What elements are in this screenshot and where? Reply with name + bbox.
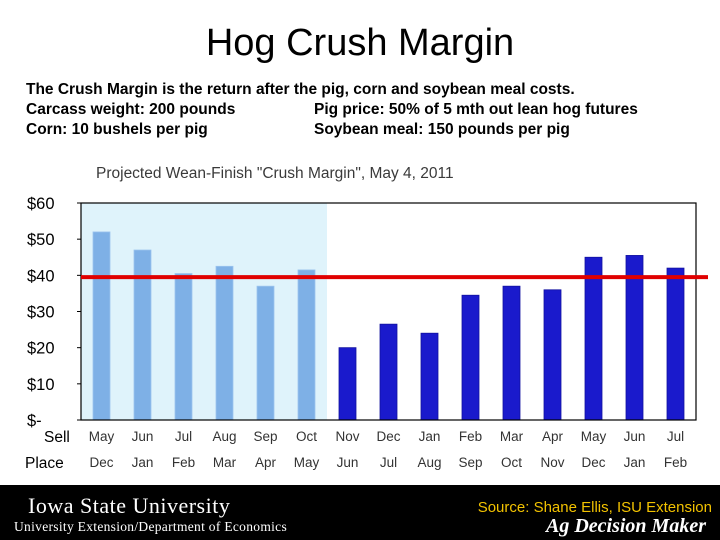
slide-description: The Crush Margin is the return after the… [26,80,716,140]
crush-margin-chart: Projected Wean-Finish "Crush Margin", Ma… [25,165,708,472]
y-tick-label-0: $- [27,412,42,430]
y-tick-label-2: $20 [27,340,55,358]
sell-row-label: Sell [44,429,70,446]
pig-price-text: Pig price: 50% of 5 mth out lean hog fut… [314,101,638,118]
bar-5 [297,269,316,421]
bar-10 [502,285,521,421]
bar-12 [584,256,603,421]
place-label-6: Jun [337,455,359,470]
bar-13 [625,255,644,421]
isu-wordmark: Iowa State University [28,493,231,518]
sell-label-11: Apr [542,429,564,444]
place-label-8: Aug [417,455,441,470]
sell-label-3: Aug [212,429,236,444]
bar-9 [461,294,480,421]
y-tick-label-1: $10 [27,376,55,394]
sell-label-0: May [89,429,115,444]
slide-title: Hog Crush Margin [205,22,515,64]
place-label-9: Sep [458,455,482,470]
bar-7 [379,323,398,421]
sell-label-2: Jul [175,429,192,444]
sell-label-13: Jun [624,429,646,444]
sell-label-5: Oct [296,429,317,444]
y-tick-label-3: $30 [27,304,55,322]
bar-6 [338,347,357,421]
department-text: University Extension/Department of Econo… [14,519,288,534]
place-label-11: Nov [540,455,564,470]
sell-label-9: Feb [459,429,482,444]
place-label-3: Mar [213,455,237,470]
chart-title: Projected Wean-Finish "Crush Margin", Ma… [96,165,454,182]
description-line-3: Corn: 10 bushels per pig Soybean meal: 1… [26,120,716,140]
footer-bar: Iowa State University University Extensi… [0,485,720,540]
bar-14 [666,267,685,421]
bar-3 [215,265,234,421]
sell-label-12: May [581,429,607,444]
bar-11 [543,289,562,421]
place-label-1: Jan [132,455,154,470]
place-label-5: May [294,455,320,470]
carcass-weight-text: Carcass weight: 200 pounds [26,101,236,118]
place-label-2: Feb [172,455,195,470]
place-label-0: Dec [89,455,113,470]
sell-label-10: Mar [500,429,524,444]
bar-4 [256,285,275,421]
place-label-10: Oct [501,455,522,470]
sell-label-1: Jun [132,429,154,444]
sell-label-8: Jan [419,429,441,444]
soybean-meal-text: Soybean meal: 150 pounds per pig [314,121,570,138]
chart-panel: Projected Wean-Finish "Crush Margin", Ma… [20,150,710,475]
place-row-label: Place [25,455,64,472]
place-label-14: Feb [664,455,687,470]
sell-label-14: Jul [667,429,684,444]
place-label-13: Jan [624,455,646,470]
corn-text: Corn: 10 bushels per pig [26,121,208,138]
sell-label-7: Dec [376,429,400,444]
description-line-2: Carcass weight: 200 pounds Pig price: 50… [26,100,716,120]
sell-label-4: Sep [253,429,277,444]
sell-label-6: Nov [335,429,359,444]
source-text: Source: Shane Ellis, ISU Extension [477,499,712,516]
description-line-1: The Crush Margin is the return after the… [26,81,575,98]
y-tick-label-4: $40 [27,267,55,285]
y-tick-label-5: $50 [27,231,55,249]
bar-8 [420,332,439,421]
place-label-12: Dec [581,455,605,470]
y-tick-label-6: $60 [27,195,55,213]
place-label-7: Jul [380,455,397,470]
bar-2 [174,273,193,421]
place-label-4: Apr [255,455,277,470]
historical-shade [81,203,327,420]
bar-0 [92,231,111,421]
ag-decision-maker-logo: Ag Decision Maker [546,515,706,537]
